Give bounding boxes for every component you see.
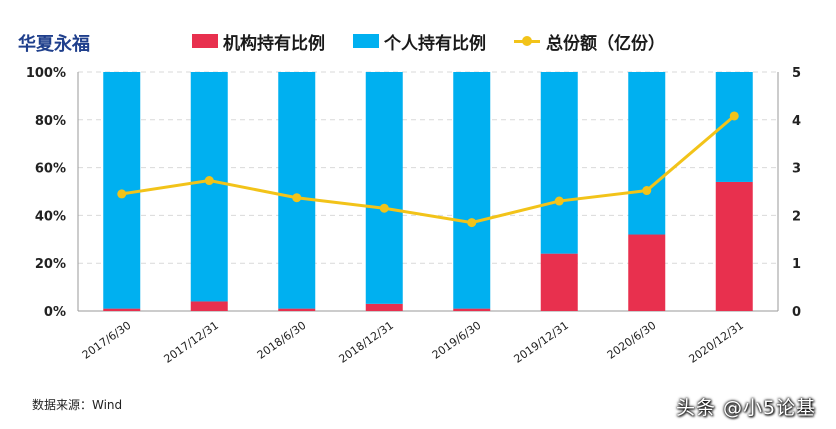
y-right-tick-label: 4 bbox=[792, 114, 801, 129]
legend-label-individual: 个人持有比例 bbox=[384, 33, 486, 54]
watermark: 头条 @小5论基 bbox=[676, 397, 817, 419]
bar-institution bbox=[715, 181, 753, 311]
legend-swatch-total bbox=[514, 34, 540, 48]
y-right-tick-label: 1 bbox=[792, 257, 801, 272]
x-tick-label: 2019/12/31 bbox=[512, 319, 571, 366]
bar-institution bbox=[540, 253, 578, 311]
total-point bbox=[467, 218, 477, 228]
legend-swatch-individual bbox=[353, 34, 379, 48]
legend-item-total: 总份额（亿份） bbox=[514, 29, 665, 54]
y-right-tick-label: 5 bbox=[792, 66, 801, 81]
x-tick-label: 2020/12/31 bbox=[687, 319, 746, 366]
x-tick-label: 2020/6/30 bbox=[605, 319, 659, 362]
total-point bbox=[292, 193, 302, 203]
legend-label-total: 总份额（亿份） bbox=[546, 33, 665, 54]
bar-individual bbox=[453, 72, 491, 309]
legend-swatch-institution bbox=[192, 34, 218, 48]
total-line bbox=[121, 114, 736, 225]
data-source-note: 数据来源：Wind bbox=[32, 398, 123, 412]
y-right-tick-label: 2 bbox=[792, 209, 801, 224]
y-right-tick-label: 3 bbox=[792, 162, 801, 177]
bar-institution bbox=[628, 234, 666, 311]
x-tick-label: 2017/12/31 bbox=[162, 319, 221, 366]
bar-individual bbox=[628, 72, 666, 235]
bar-individual bbox=[190, 72, 228, 302]
legend-item-individual: 个人持有比例 bbox=[353, 29, 486, 54]
y-left-tick-label: 40% bbox=[35, 209, 66, 224]
x-tick-label: 2017/6/30 bbox=[80, 319, 134, 362]
x-tick-label: 2018/6/30 bbox=[255, 319, 309, 362]
bar-institution bbox=[453, 308, 491, 311]
y-right-tick-label: 0 bbox=[792, 305, 801, 320]
total-point bbox=[554, 196, 564, 206]
bar-individual bbox=[365, 72, 403, 304]
bar-institution bbox=[278, 308, 316, 311]
total-point bbox=[204, 176, 214, 186]
bar-institution bbox=[190, 301, 228, 311]
legend-item-institution: 机构持有比例 bbox=[192, 29, 325, 54]
y-left-tick-label: 20% bbox=[35, 257, 66, 272]
x-tick-label: 2018/12/31 bbox=[337, 319, 396, 366]
chart-title: 华夏永福 bbox=[18, 34, 90, 55]
y-left-tick-label: 100% bbox=[26, 66, 66, 81]
legend-label-institution: 机构持有比例 bbox=[223, 33, 325, 54]
total-point bbox=[729, 111, 739, 121]
y-left-tick-label: 60% bbox=[35, 162, 66, 177]
chart-legend: 机构持有比例 个人持有比例 总份额（亿份） bbox=[192, 29, 693, 54]
y-left-tick-label: 80% bbox=[35, 114, 66, 129]
bar-institution bbox=[365, 303, 403, 311]
total-point bbox=[642, 186, 652, 196]
total-point bbox=[117, 189, 127, 199]
bar-individual bbox=[540, 72, 578, 254]
bar-institution bbox=[103, 308, 141, 311]
x-tick-label: 2019/6/30 bbox=[430, 319, 484, 362]
y-left-tick-label: 0% bbox=[44, 305, 66, 320]
total-point bbox=[379, 203, 389, 213]
bar-individual bbox=[278, 72, 316, 309]
